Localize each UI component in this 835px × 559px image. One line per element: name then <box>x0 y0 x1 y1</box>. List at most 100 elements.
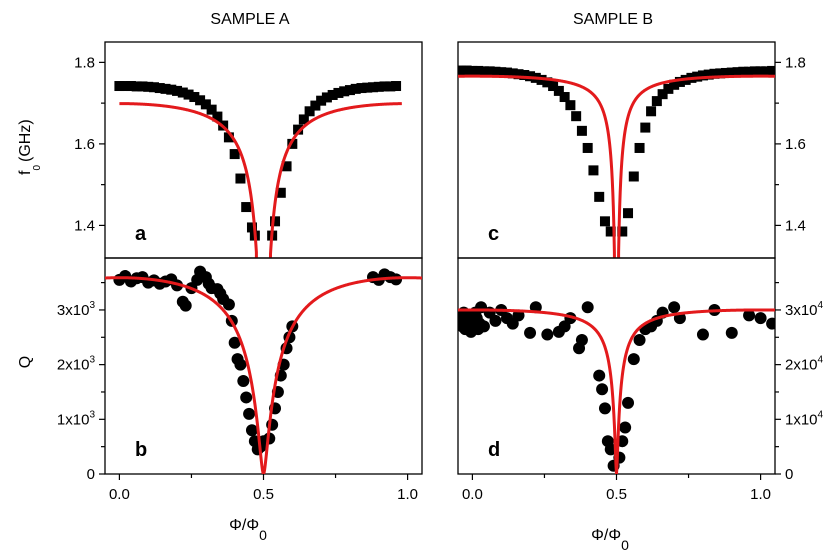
y-tick-label-b: 2x103 <box>57 355 96 374</box>
data-point-c <box>605 226 616 237</box>
data-point-c <box>674 76 685 87</box>
data-point-c <box>697 70 708 81</box>
x-tick-label-d: 0.5 <box>606 486 627 503</box>
data-point-b <box>179 299 192 312</box>
data-point-c <box>599 216 610 227</box>
data-point-a <box>287 138 298 149</box>
data-point-a <box>391 81 402 92</box>
y-tick-label-b: 0 <box>87 466 95 483</box>
data-point-c <box>703 69 714 80</box>
data-point-d <box>633 334 646 347</box>
data-point-c <box>669 79 680 90</box>
panel-letter-d: d <box>488 439 500 461</box>
data-point-c <box>726 67 737 78</box>
panel-letter-b: b <box>135 439 147 461</box>
q-axis-label: Q <box>17 356 34 368</box>
data-point-c <box>542 77 553 88</box>
data-point-c <box>657 89 668 100</box>
data-point-c <box>709 68 720 79</box>
data-point-a <box>114 81 125 92</box>
data-point-d <box>743 309 756 322</box>
panel-letter-a: a <box>135 223 147 245</box>
x-tick-label-b: 0.5 <box>253 486 274 503</box>
panel-c: 1.4 1.6 1.8 c <box>457 41 806 259</box>
data-point-d <box>598 402 611 415</box>
data-point-a <box>212 111 223 122</box>
data-point-a <box>200 99 211 110</box>
data-point-c <box>565 100 576 111</box>
data-point-c <box>617 226 628 237</box>
fit-curve-c <box>458 74 775 258</box>
data-point-c <box>744 66 755 77</box>
data-point-b <box>243 407 256 420</box>
data-point-a <box>172 85 183 96</box>
y-tick-label-d: 0 <box>785 466 793 483</box>
data-point-a <box>293 124 304 135</box>
data-point-c <box>559 92 570 103</box>
data-point-b <box>228 336 241 349</box>
data-point-a <box>154 83 165 94</box>
x-axis-label-left: Φ/Φ0 <box>229 517 267 543</box>
data-point-c <box>721 67 732 78</box>
data-point-a <box>327 89 338 100</box>
f0-axis-label: f0 (GHz) <box>17 119 43 175</box>
x-tick-label-b: 1.0 <box>397 486 418 503</box>
data-point-c <box>576 125 587 136</box>
data-point-c <box>501 67 512 78</box>
data-point-d <box>619 421 632 434</box>
data-point-d <box>754 312 767 325</box>
data-point-c <box>646 106 657 117</box>
data-point-b <box>237 375 250 388</box>
data-point-c <box>634 142 645 153</box>
y-tick-label-a: 1.4 <box>74 217 95 234</box>
data-point-c <box>623 208 634 219</box>
y-tick-label-a: 1.6 <box>74 136 95 153</box>
data-point-a <box>356 83 367 94</box>
data-point-a <box>385 81 396 92</box>
data-point-d <box>725 326 738 339</box>
data-point-c <box>628 171 639 182</box>
data-point-a <box>125 81 136 92</box>
data-point-a <box>229 149 240 160</box>
panel-b: 0 1x103 2x103 3x103 0.0 0.5 1.0 b <box>57 257 423 503</box>
data-point-a <box>148 82 159 93</box>
data-point-b <box>245 424 258 437</box>
data-point-b <box>240 391 253 404</box>
data-point-a <box>316 95 327 106</box>
svg-text:Q: Q <box>17 356 34 368</box>
data-point-d <box>524 326 537 339</box>
data-point-c <box>496 67 507 78</box>
title-sample-b: SAMPLE B <box>573 11 653 28</box>
data-point-c <box>767 65 775 76</box>
f0-label-sub: 0 <box>32 165 43 171</box>
data-point-d <box>477 320 490 333</box>
data-point-a <box>223 132 234 143</box>
panel-letter-c: c <box>488 223 499 245</box>
data-point-d <box>596 383 609 396</box>
f0-label-main: f <box>17 170 34 175</box>
data-point-c <box>478 66 489 77</box>
data-point-a <box>362 82 373 93</box>
x-tick-label-d: 0.0 <box>462 486 483 503</box>
data-point-a <box>310 100 321 111</box>
data-point-c <box>490 66 501 77</box>
data-point-c <box>640 122 651 133</box>
data-point-a <box>298 114 309 125</box>
data-point-c <box>588 165 599 176</box>
data-point-a <box>195 95 206 106</box>
data-point-a <box>177 87 188 98</box>
data-point-c <box>553 85 564 96</box>
data-point-d <box>627 353 640 366</box>
data-point-a <box>137 81 148 92</box>
data-point-a <box>246 222 257 233</box>
title-sample-a: SAMPLE A <box>210 11 289 28</box>
data-point-d <box>575 334 588 347</box>
fit-curve-d <box>458 308 775 474</box>
data-point-d <box>604 443 617 456</box>
f0-label-unit: (GHz) <box>17 119 34 162</box>
data-point-a <box>206 104 217 115</box>
data-point-d <box>593 369 606 382</box>
data-point-c <box>732 67 743 78</box>
y-tick-label-c: 1.6 <box>785 136 806 153</box>
